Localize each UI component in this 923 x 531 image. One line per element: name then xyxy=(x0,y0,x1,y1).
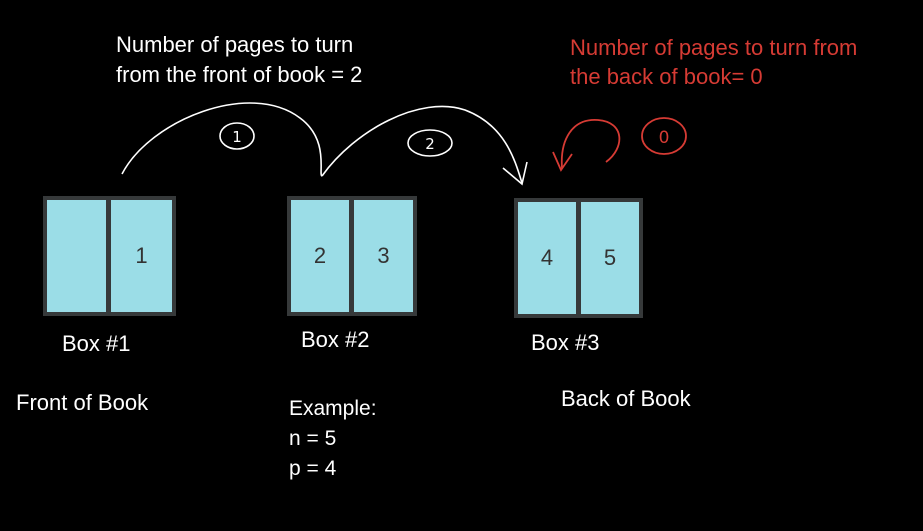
turn-mark-2-circle xyxy=(407,129,453,157)
example-heading: Example: xyxy=(289,397,377,420)
box-2-label: Box #2 xyxy=(301,327,370,352)
back-note-line-2: the back of book= 0 xyxy=(570,64,763,89)
front-note-line-1: Number of pages to turn xyxy=(116,32,354,57)
example-n: n = 5 xyxy=(289,427,337,450)
box-2-page-right: 3 xyxy=(354,200,413,312)
box-2-page-left: 2 xyxy=(291,200,349,312)
turn-arrow-2 xyxy=(321,105,523,184)
box-2: 2 3 xyxy=(287,196,417,316)
box-3: 4 5 xyxy=(514,198,643,318)
back-turn-arrow-head xyxy=(552,151,573,172)
box-3-page-left: 4 xyxy=(518,202,576,314)
box-1: 1 xyxy=(43,196,176,316)
turn-mark-1: 1 xyxy=(232,128,242,146)
box-1-label: Box #1 xyxy=(62,331,131,356)
box-3-page-right: 5 xyxy=(581,202,639,314)
turn-mark-2: 2 xyxy=(425,135,435,153)
front-of-book-label: Front of Book xyxy=(16,390,149,415)
turn-arrow-1 xyxy=(121,102,323,177)
back-turn-mark: 0 xyxy=(659,128,670,148)
turn-arrow-2-head xyxy=(502,161,528,186)
front-note-line-2: from the front of book = 2 xyxy=(116,62,363,87)
box-1-page-right: 1 xyxy=(111,200,172,312)
example-p: p = 4 xyxy=(289,457,337,480)
back-turn-arrow xyxy=(560,119,621,169)
back-of-book-label: Back of Book xyxy=(561,386,691,411)
back-turn-mark-circle xyxy=(641,117,687,155)
box-3-label: Box #3 xyxy=(531,330,600,355)
box-1-page-left xyxy=(47,200,106,312)
back-note-line-1: Number of pages to turn from xyxy=(570,35,858,60)
turn-mark-1-circle xyxy=(219,122,255,150)
